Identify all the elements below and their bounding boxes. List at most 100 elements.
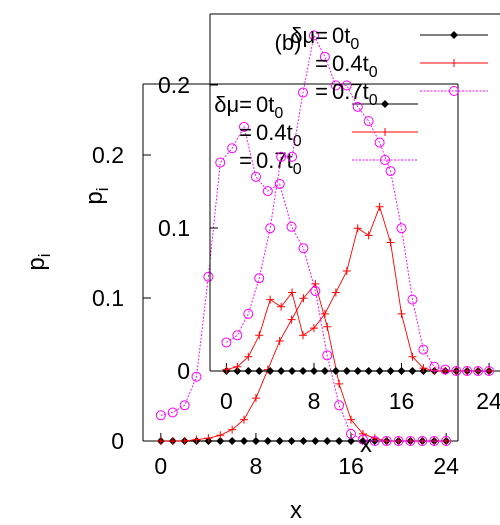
main-series-0-point bbox=[240, 437, 249, 445]
main-series-0-point bbox=[347, 437, 356, 445]
inset-x-tick-label: 8 bbox=[308, 388, 321, 414]
inset-series-1-point bbox=[320, 309, 329, 318]
main-series-2-point bbox=[179, 400, 190, 411]
main-legend-label: 0t0 bbox=[256, 92, 283, 122]
inset-series-2-point bbox=[429, 361, 440, 372]
inset-series-1-point bbox=[375, 202, 384, 211]
inset-x-tick-label: 24 bbox=[476, 388, 500, 414]
main-series-1-point bbox=[370, 434, 379, 443]
inset-series-2-point bbox=[221, 337, 232, 348]
inset-series-2-point bbox=[330, 80, 341, 91]
inset-series-0-point bbox=[320, 367, 329, 375]
main-series-2-point bbox=[322, 350, 333, 361]
inset-series-0-point bbox=[277, 367, 286, 375]
main-series-0-point bbox=[263, 437, 272, 445]
main-series-1-point bbox=[240, 415, 249, 424]
inset-series-1-point bbox=[266, 295, 275, 304]
main-x-axis-label: x bbox=[290, 497, 302, 524]
main-series-0-point bbox=[275, 437, 284, 445]
main-series-1-point bbox=[287, 315, 296, 324]
inset-series-1-point bbox=[353, 224, 362, 233]
inset-series-2-point bbox=[473, 366, 484, 376]
inset-series-0-point bbox=[364, 367, 373, 375]
main-series-2-point bbox=[191, 371, 202, 382]
inset-y-axis-label-main: p bbox=[81, 191, 108, 204]
main-legend-value: 0t bbox=[256, 92, 274, 117]
inset-legend-marker bbox=[449, 86, 459, 96]
inset-y-tick-label: 0.1 bbox=[158, 215, 190, 241]
inset-legend-marker bbox=[450, 31, 458, 39]
inset-series-2-point bbox=[462, 366, 473, 376]
main-legend-prefix: δμ= bbox=[214, 92, 252, 117]
inset-series-1-point bbox=[408, 352, 417, 361]
inset-legend-marker bbox=[450, 59, 458, 67]
inset-legend-value: 0t bbox=[332, 23, 350, 48]
main-series-0-point bbox=[358, 437, 367, 445]
main-series-0-point bbox=[299, 437, 308, 445]
inset-series-1-point bbox=[277, 302, 286, 311]
main-series-1-point bbox=[216, 431, 225, 440]
main-legend-label: 0.4t0 bbox=[256, 120, 302, 150]
inset-series-0-point bbox=[408, 367, 417, 375]
inset-series-1-point bbox=[309, 324, 318, 333]
inset-series-2-point bbox=[418, 344, 429, 355]
inset-series-2-point bbox=[396, 223, 407, 234]
inset-legend-prefix: δμ= bbox=[290, 23, 328, 48]
main-legend-value: 0.4t bbox=[256, 120, 293, 145]
main-series-1-point bbox=[180, 437, 189, 445]
inset-series-2-point bbox=[484, 366, 495, 376]
main-legend-subscript: 0 bbox=[274, 105, 283, 122]
main-y-axis-label-main: p bbox=[23, 257, 50, 270]
main-x-tick-label: 0 bbox=[154, 453, 167, 479]
main-series-2-point bbox=[393, 436, 404, 446]
inset-series-2-point bbox=[265, 223, 276, 234]
main-series-2-point bbox=[227, 143, 238, 154]
inset-series-1-point bbox=[288, 288, 297, 297]
inset-series-1-point bbox=[331, 288, 340, 297]
main-series-2-point bbox=[417, 436, 428, 446]
inset-series-0-point bbox=[255, 367, 264, 375]
inset-series-1-point bbox=[397, 309, 406, 318]
inset-series-1-point bbox=[485, 367, 494, 375]
inset-series-2-point bbox=[276, 151, 287, 162]
main-legend-marker bbox=[381, 128, 389, 136]
main-series-1-point bbox=[358, 429, 367, 438]
main-x-tick-label: 16 bbox=[338, 453, 364, 479]
main-series-0-point bbox=[251, 437, 260, 445]
main-y-tick-label: 0.1 bbox=[92, 285, 124, 311]
main-series-1-point bbox=[275, 337, 284, 346]
inset-y-axis-label: pi bbox=[81, 187, 112, 204]
main-series-2-point bbox=[310, 286, 321, 297]
main-x-tick-label: 24 bbox=[433, 453, 459, 479]
inset-panel-label: (b) bbox=[275, 30, 302, 55]
main-series-2-point bbox=[239, 121, 250, 132]
inset-series-0-point bbox=[309, 367, 318, 375]
main-series-2-point bbox=[155, 410, 166, 421]
inset-series-1-point bbox=[255, 331, 264, 340]
inset-series-0-point bbox=[331, 367, 340, 375]
main-series-1-point bbox=[251, 394, 260, 403]
main-series-0-point bbox=[216, 437, 225, 445]
main-series-2-point bbox=[357, 434, 368, 445]
main-y-tick-label: 0.2 bbox=[92, 142, 124, 168]
inset-series-2-point bbox=[385, 166, 396, 177]
inset-legend-prefix: = bbox=[315, 51, 328, 76]
inset-series-0-point bbox=[342, 367, 351, 375]
inset-series-1-point bbox=[222, 365, 231, 374]
inset-series-2-point bbox=[440, 364, 451, 375]
main-series-2-point bbox=[203, 271, 214, 282]
inset-series-2-point bbox=[363, 116, 374, 127]
main-y-axis-label-sub: i bbox=[35, 253, 54, 257]
inset-y-tick-label: 0 bbox=[177, 358, 190, 384]
inset-series-1-point bbox=[244, 352, 253, 361]
main-series-0-point bbox=[311, 437, 320, 445]
main-legend-subscript: 0 bbox=[293, 133, 302, 150]
main-series-0-point bbox=[228, 437, 237, 445]
inset-series-1-point bbox=[233, 362, 242, 371]
main-series-2-point bbox=[346, 428, 357, 439]
inset-series-1-point bbox=[364, 231, 373, 240]
main-series-0-point bbox=[323, 437, 332, 445]
inset-legend-label: 0.4t0 bbox=[332, 51, 378, 81]
